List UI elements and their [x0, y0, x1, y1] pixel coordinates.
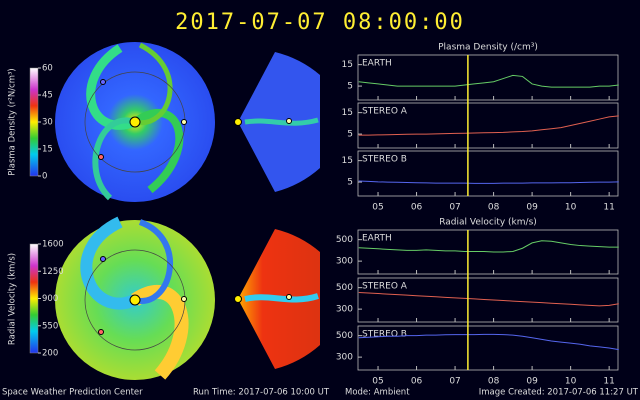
colorbar: [29, 243, 39, 354]
panel: [357, 102, 619, 149]
x-tick-label: 11: [603, 203, 614, 213]
footer-runtime: Run Time: 2017-07-06 10:00 UT: [193, 388, 330, 398]
series-label: STEREO B: [362, 155, 407, 165]
colorbar: [29, 67, 39, 177]
x-tick-label: 06: [411, 203, 423, 213]
x-tick-label: 07: [449, 203, 460, 213]
footer-created: Image Created: 2017-07-06 11:27 UT: [479, 388, 639, 398]
density-wedge: [234, 52, 320, 192]
colorbar-tick-label: 0: [42, 172, 47, 182]
colorbar-tick-label: 60: [42, 64, 53, 74]
density-disk: [55, 42, 215, 202]
series-label: STEREO A: [362, 107, 408, 117]
y-tick-label: 500: [336, 235, 353, 245]
y-tick-label: 300: [336, 305, 353, 315]
x-tick-label: 09: [526, 203, 538, 213]
series-label: STEREO B: [362, 330, 407, 340]
series-line: [358, 115, 619, 136]
y-tick-label: 5: [347, 130, 353, 140]
colorbar-tick-label: 15: [42, 145, 53, 155]
series-line: [358, 333, 619, 351]
x-tick-label: 09: [526, 377, 538, 387]
series-line: [358, 74, 619, 88]
panel: [357, 277, 619, 323]
x-tick-label: 08: [488, 377, 500, 387]
panel-title: Radial Velocity (km/s): [439, 218, 537, 228]
series-label: EARTH: [362, 59, 392, 69]
colorbar-tick-label: 550: [42, 321, 58, 331]
colorbar-tick-label: 200: [42, 349, 58, 359]
y-tick-label: 300: [336, 353, 353, 363]
x-tick-label: 05: [372, 377, 383, 387]
x-tick-label: 08: [488, 203, 500, 213]
colorbar-tick-label: 1600: [42, 240, 64, 250]
colorbar-tick-label: 45: [42, 91, 53, 101]
y-tick-label: 5: [347, 82, 353, 92]
velocity-disk: [55, 216, 215, 380]
colorbar-tick-label: 30: [42, 118, 53, 128]
panel-title: Plasma Density (/cm³): [438, 43, 538, 53]
colorbar-label: Plasma Density (r²N/cm³): [8, 68, 18, 175]
y-tick-label: 500: [336, 331, 353, 341]
y-tick-label: 15: [342, 108, 353, 118]
series-label: STEREO A: [362, 282, 408, 292]
x-tick-label: 10: [565, 203, 577, 213]
footer-mode: Mode: Ambient: [345, 388, 410, 398]
series-label: EARTH: [362, 234, 392, 244]
series-line: [358, 291, 619, 307]
colorbar-tick-label: 900: [42, 294, 58, 304]
y-tick-label: 500: [336, 283, 353, 293]
timestamp: 2017-07-07 08:00:00: [175, 10, 465, 35]
y-tick-label: 15: [342, 60, 353, 70]
panel: [357, 150, 619, 197]
series-line: [358, 180, 619, 184]
y-tick-label: 5: [347, 178, 353, 188]
panel: [357, 325, 619, 371]
y-tick-label: 15: [342, 156, 353, 166]
x-tick-label: 07: [449, 377, 460, 387]
colorbar-tick-label: 1250: [42, 267, 64, 277]
series-line: [358, 240, 619, 253]
panel: [357, 229, 619, 275]
panel: [357, 54, 619, 101]
footer-center: Space Weather Prediction Center: [2, 388, 143, 398]
x-tick-label: 11: [603, 377, 614, 387]
x-tick-label: 05: [372, 203, 383, 213]
x-tick-label: 10: [565, 377, 577, 387]
colorbar-label: Radial Velocity (km/s): [8, 253, 18, 345]
y-tick-label: 300: [336, 257, 353, 267]
x-tick-label: 06: [411, 377, 423, 387]
velocity-wedge: [234, 229, 320, 369]
